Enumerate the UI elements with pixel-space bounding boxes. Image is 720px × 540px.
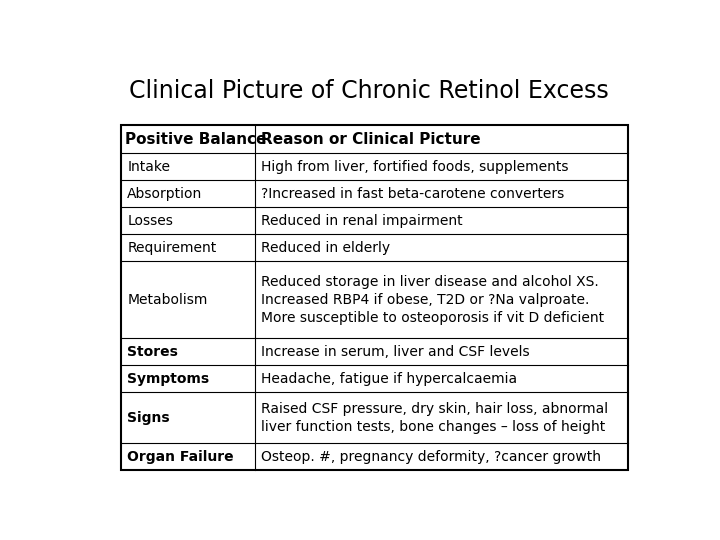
Text: Headache, fatigue if hypercalcaemia: Headache, fatigue if hypercalcaemia [261,372,517,386]
Text: Clinical Picture of Chronic Retinol Excess: Clinical Picture of Chronic Retinol Exce… [129,79,609,103]
Bar [121,125,629,470]
Text: Signs: Signs [127,410,170,424]
Text: Increase in serum, liver and CSF levels: Increase in serum, liver and CSF levels [261,345,529,359]
Text: Losses: Losses [127,214,174,228]
Text: Reduced storage in liver disease and alcohol XS.
Increased RBP4 if obese, T2D or: Reduced storage in liver disease and alc… [261,275,604,325]
Text: Metabolism: Metabolism [127,293,208,307]
Text: High from liver, fortified foods, supplements: High from liver, fortified foods, supple… [261,160,568,174]
Text: Stores: Stores [127,345,179,359]
Text: ?Increased in fast beta-carotene converters: ?Increased in fast beta-carotene convert… [261,187,564,201]
Text: Reason or Clinical Picture: Reason or Clinical Picture [261,132,480,147]
Text: Raised CSF pressure, dry skin, hair loss, abnormal
liver function tests, bone ch: Raised CSF pressure, dry skin, hair loss… [261,402,608,434]
Text: Absorption: Absorption [127,187,202,201]
Text: Reduced in renal impairment: Reduced in renal impairment [261,214,462,228]
Text: Reduced in elderly: Reduced in elderly [261,241,390,255]
Text: Osteop. #, pregnancy deformity, ?cancer growth: Osteop. #, pregnancy deformity, ?cancer … [261,450,600,464]
Text: Requirement: Requirement [127,241,217,255]
Text: Organ Failure: Organ Failure [127,450,234,464]
Text: Intake: Intake [127,160,171,174]
Text: Symptoms: Symptoms [127,372,210,386]
Text: Positive Balance: Positive Balance [125,132,266,147]
